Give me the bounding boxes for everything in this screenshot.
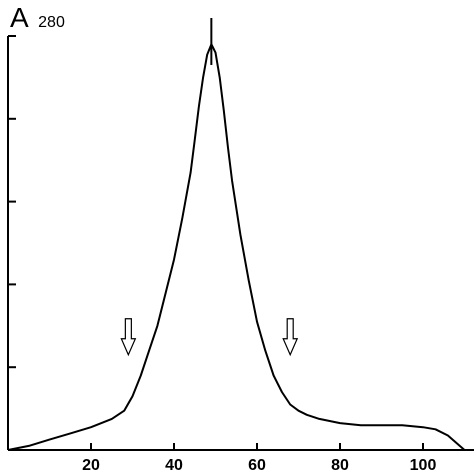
series-layer	[7, 43, 466, 451]
series-line-0	[7, 43, 466, 451]
x-tick-label-0: 20	[82, 457, 100, 474]
y-axis-label-sub: 280	[38, 14, 65, 31]
down-arrow-icon-1	[282, 318, 299, 357]
x-tick-label-2: 60	[248, 457, 266, 474]
x-tick-label-4: 100	[410, 457, 437, 474]
x-ticks: 20 40 60 80 100	[82, 443, 436, 474]
x-tick-label-1: 40	[165, 457, 183, 474]
y-axis-label: A 280	[10, 2, 65, 33]
annotations	[120, 18, 299, 357]
y-axis-label-main: A	[10, 2, 29, 33]
y-ticks	[8, 35, 16, 451]
axes	[7, 36, 474, 451]
x-tick-label-3: 80	[331, 457, 349, 474]
down-arrow-icon-0	[120, 318, 137, 357]
